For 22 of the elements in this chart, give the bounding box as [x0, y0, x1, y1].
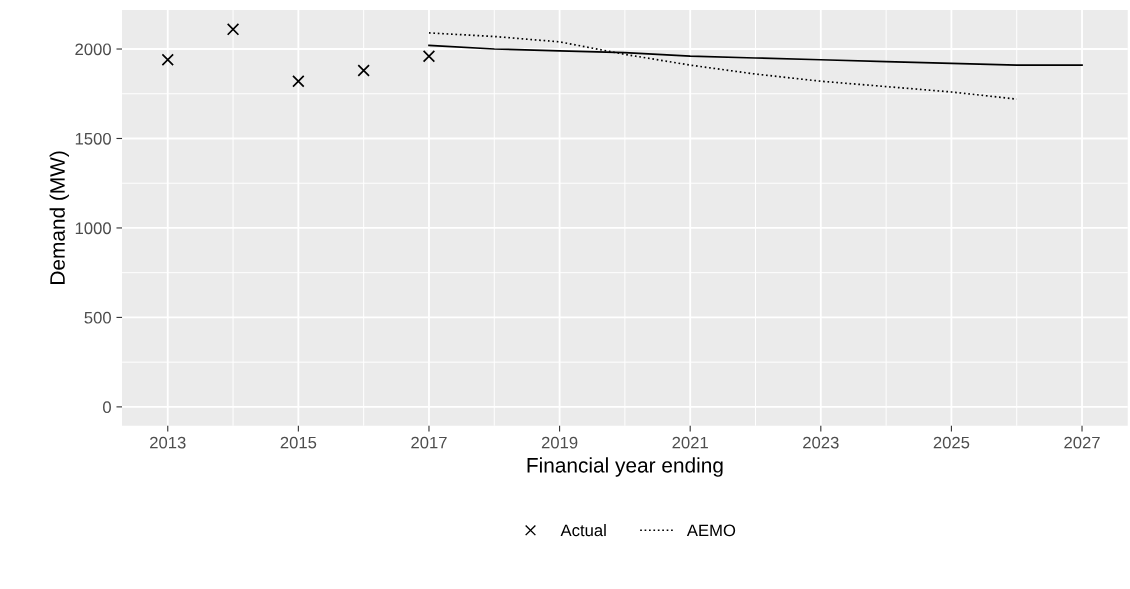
y-axis-title: Demand (MW) — [49, 151, 69, 284]
y-tick-label: 0 — [103, 401, 111, 414]
x-tick-label: 2017 — [411, 436, 447, 449]
point — [357, 64, 370, 77]
point — [422, 49, 436, 63]
x-tick-label: 2013 — [150, 436, 186, 449]
point — [161, 53, 174, 66]
legend-label: AEMO — [686, 524, 736, 537]
y-tick-label: 2000 — [75, 43, 111, 56]
x-tick-label: 2025 — [933, 436, 970, 449]
y-tick-label: 500 — [84, 311, 111, 324]
x-tick-label: 2021 — [672, 436, 708, 449]
legend-label: Actual — [560, 524, 606, 537]
x-tick-label: 2027 — [1064, 436, 1100, 449]
x-axis-title: Financial year ending — [527, 457, 723, 477]
x-tick-label: 2015 — [280, 436, 317, 449]
x-tick-label: 2019 — [541, 436, 578, 449]
point — [226, 23, 240, 36]
point — [292, 75, 305, 88]
x-tick-label: 2023 — [803, 436, 839, 449]
y-tick-label: 1500 — [75, 132, 111, 145]
y-tick-label: 1000 — [75, 222, 111, 235]
